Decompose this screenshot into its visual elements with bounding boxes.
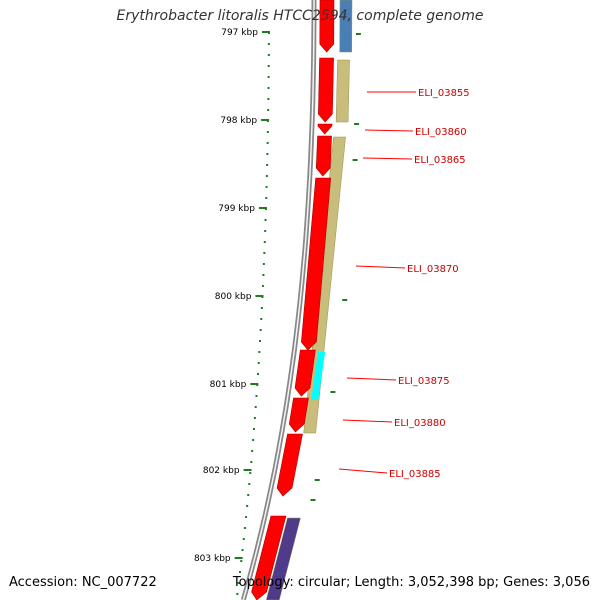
gene-arrow xyxy=(301,177,332,351)
gene-label-leader xyxy=(338,468,388,474)
gene-label: ELI_03855 xyxy=(418,88,470,99)
gene-arrow xyxy=(288,397,309,433)
gene-label-leaders xyxy=(338,91,416,474)
scale-label: 803 kbp xyxy=(194,554,231,564)
scale-label: 802 kbp xyxy=(203,466,240,476)
gene-arrow xyxy=(276,433,303,497)
scale-label: 797 kbp xyxy=(221,28,258,38)
gene-label: ELI_03875 xyxy=(398,376,450,387)
gene-highlight xyxy=(311,352,326,400)
gene-arrow xyxy=(294,349,316,397)
gene-label: ELI_03870 xyxy=(407,264,459,275)
gene-label: ELI_03865 xyxy=(414,155,466,166)
genome-summary-text: Topology: circular; Length: 3,052,398 bp… xyxy=(232,575,590,590)
gene-label-leader xyxy=(342,419,393,423)
scale-ticks xyxy=(234,31,270,595)
chromosome-backbone-highlight xyxy=(242,0,315,600)
gene-label-leader xyxy=(346,377,397,381)
scale-label: 800 kbp xyxy=(215,292,252,302)
gene-label-leader xyxy=(364,129,414,132)
gene-label: ELI_03880 xyxy=(394,418,446,429)
gene-labels: ELI_03855 ELI_03860 ELI_03865 ELI_03870 ELI_… xyxy=(389,88,470,480)
gene-track xyxy=(251,0,361,600)
scale-label: 801 kbp xyxy=(210,380,247,390)
gene-arrow xyxy=(317,123,333,135)
feature-block-tan xyxy=(335,59,350,123)
gene-label-leader xyxy=(362,157,413,160)
accession-text: Accession: NC_007722 xyxy=(9,575,157,590)
gene-arrow xyxy=(318,57,334,123)
feature-block-blue xyxy=(339,0,353,53)
gene-label: ELI_03860 xyxy=(415,127,467,138)
gene-label-leader xyxy=(355,265,406,269)
scale-label: 798 kbp xyxy=(220,116,257,126)
gene-arrow xyxy=(319,0,335,53)
gene-arrow xyxy=(251,515,287,600)
scale-labels: 797 kbp 798 kbp 799 kbp 800 kbp 801 kbp 802 k… xyxy=(194,28,258,564)
genome-title: Erythrobacter litoralis HTCC2594, comple… xyxy=(116,8,484,24)
feature-block-purple xyxy=(266,517,301,600)
scale-label: 799 kbp xyxy=(218,204,255,214)
gene-arrow xyxy=(315,135,332,177)
chromosome-backbone xyxy=(240,0,317,600)
gene-label: ELI_03885 xyxy=(389,469,441,480)
